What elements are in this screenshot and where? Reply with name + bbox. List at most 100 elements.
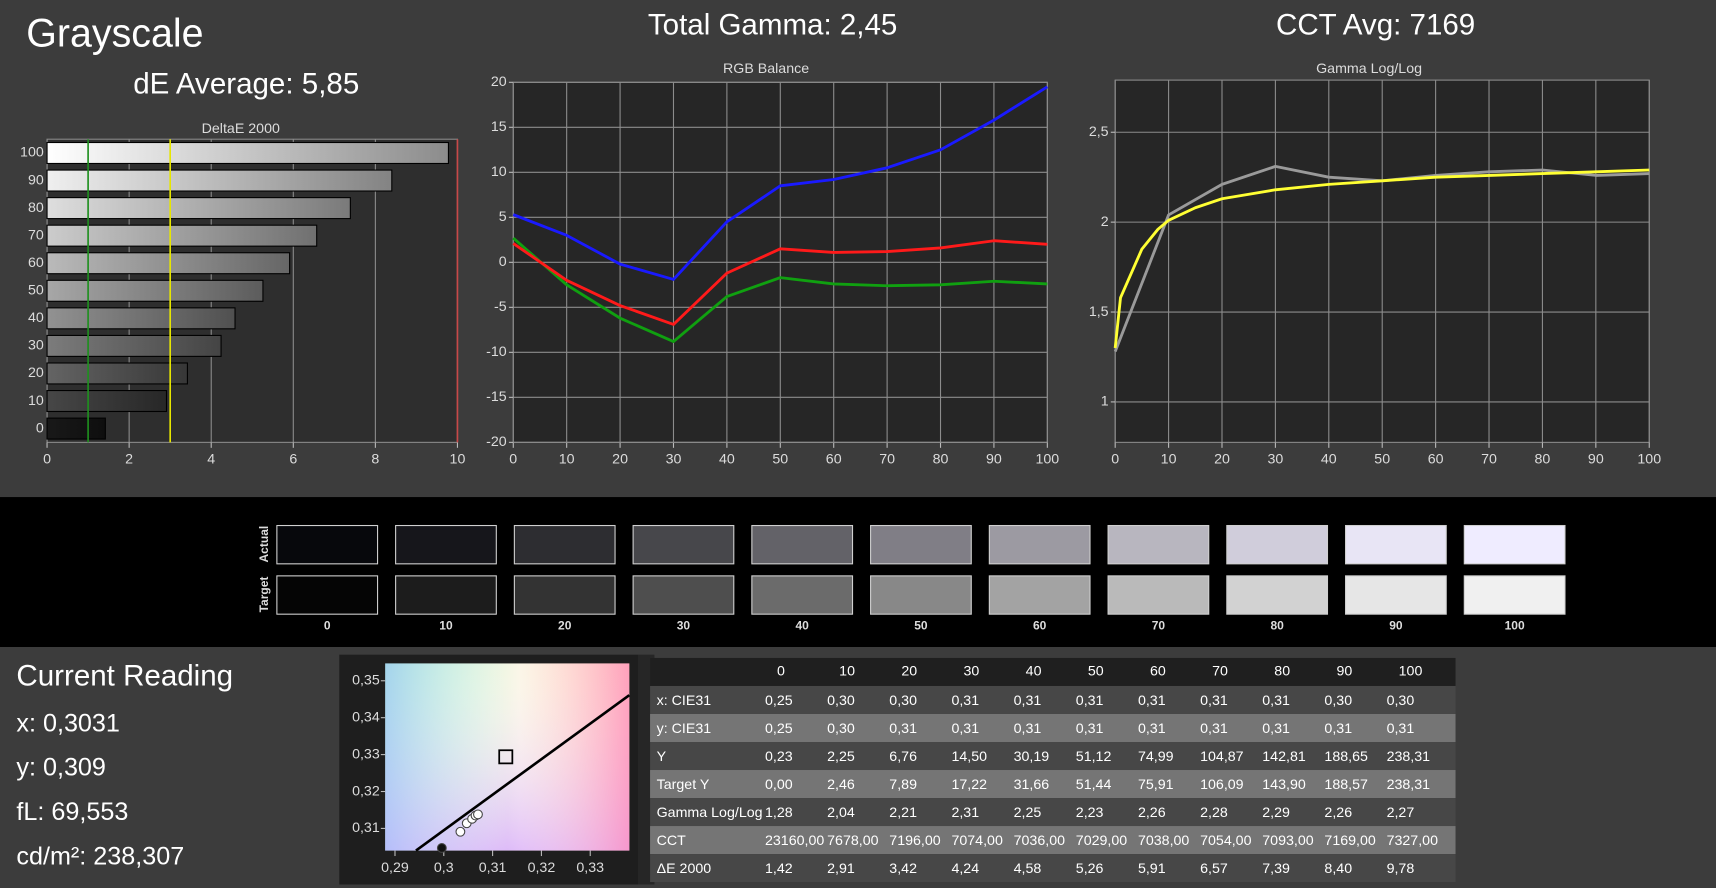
table-cell: 7,39 — [1262, 861, 1290, 877]
table-cell: 7093,00 — [1262, 833, 1313, 849]
actual-swatch — [276, 524, 379, 565]
bar — [46, 279, 264, 302]
x-tick-label: 60 — [826, 452, 842, 468]
x-tick-label: 8 — [371, 452, 379, 468]
swatch-band — [0, 497, 1716, 648]
table-cell: 30,19 — [1014, 749, 1050, 765]
table-cell: 9,78 — [1387, 861, 1415, 877]
target-swatch — [751, 575, 854, 615]
table-header-cell: 10 — [839, 664, 855, 680]
actual-swatch — [395, 524, 497, 565]
target-swatch — [395, 575, 497, 615]
bar — [46, 224, 318, 247]
table-cell: 0,31 — [1262, 693, 1290, 709]
table-cell: 142,81 — [1262, 749, 1306, 765]
table-cell: 74,99 — [1138, 749, 1174, 765]
table-cell: 2,04 — [827, 805, 855, 821]
table-cell: 17,22 — [951, 777, 987, 793]
y-tick-label: 0,34 — [352, 709, 380, 725]
table-row-label: x: CIE31 — [657, 693, 712, 709]
x-tick-label: 0 — [509, 452, 517, 468]
table-cell: 3,42 — [889, 861, 917, 877]
table-cell: 6,57 — [1200, 861, 1228, 877]
table-cell: 188,57 — [1324, 777, 1368, 793]
table-cell: 0,31 — [1138, 693, 1166, 709]
swatch-row-label: Actual — [257, 526, 271, 563]
x-tick-label: 70 — [1481, 452, 1497, 468]
target-swatch — [632, 575, 735, 615]
reading-line: cd/m²: 238,307 — [16, 842, 184, 870]
y-tick-label: 40 — [28, 310, 44, 326]
y-tick-label: 1 — [1101, 394, 1109, 410]
table-cell: 0,31 — [951, 721, 979, 737]
actual-swatch — [513, 524, 616, 565]
table-cell: 7327,00 — [1387, 833, 1438, 849]
x-tick-label: 100 — [1035, 452, 1059, 468]
table-header-cell: 40 — [1026, 664, 1042, 680]
table-cell: 7074,00 — [951, 833, 1002, 849]
y-tick-label: 20 — [28, 365, 44, 381]
x-tick-label: 90 — [986, 452, 1002, 468]
table-cell: 31,66 — [1014, 777, 1050, 793]
x-tick-label: 10 — [450, 452, 466, 468]
table-cell: 0,30 — [1324, 693, 1352, 709]
swatch-label: 60 — [1033, 618, 1047, 632]
x-tick-label: 80 — [1535, 452, 1551, 468]
y-tick-label: 1,5 — [1089, 304, 1109, 320]
bar — [46, 307, 236, 330]
bar — [46, 390, 168, 413]
table-cell: 238,31 — [1387, 777, 1431, 793]
table-row-bg — [650, 742, 1456, 771]
table-cell: 2,26 — [1138, 805, 1166, 821]
x-tick-label: 50 — [1374, 452, 1390, 468]
table-cell: 5,26 — [1076, 861, 1104, 877]
x-tick-label: 100 — [1637, 452, 1661, 468]
table-cell: 2,23 — [1076, 805, 1104, 821]
x-tick-label: 0,3 — [434, 860, 454, 876]
table-cell: 7038,00 — [1138, 833, 1189, 849]
table-cell: 0,25 — [765, 721, 793, 737]
y-tick-label: 0 — [499, 254, 507, 270]
target-swatch — [276, 575, 379, 615]
swatch-label: 0 — [324, 618, 331, 632]
table-header-cell: 90 — [1336, 664, 1352, 680]
swatch-label: 70 — [1152, 618, 1166, 632]
x-tick-label: 20 — [1214, 452, 1230, 468]
table-cell: 0,31 — [1324, 721, 1352, 737]
swatch-label: 40 — [795, 618, 809, 632]
table-cell: 0,31 — [951, 693, 979, 709]
reading-line: x: 0,3031 — [16, 709, 120, 737]
x-tick-label: 30 — [666, 452, 682, 468]
y-tick-label: -10 — [486, 344, 507, 360]
table-cell: 2,25 — [1014, 805, 1042, 821]
table-cell: 5,91 — [1138, 861, 1166, 877]
y-tick-label: 0,35 — [352, 673, 380, 689]
x-tick-label: 10 — [1161, 452, 1177, 468]
table-cell: 0,31 — [1138, 721, 1166, 737]
table-cell: 188,65 — [1324, 749, 1368, 765]
table-cell: 2,21 — [889, 805, 917, 821]
table-cell: 7054,00 — [1200, 833, 1251, 849]
swatch-label: 80 — [1270, 618, 1284, 632]
chart-title: RGB Balance — [723, 61, 809, 77]
swatch-label: 90 — [1389, 618, 1403, 632]
bar — [46, 417, 106, 440]
cct-average: CCT Avg: 7169 — [1276, 8, 1475, 41]
x-tick-label: 40 — [1321, 452, 1337, 468]
measured-point — [473, 809, 483, 820]
y-tick-label: 0,32 — [352, 783, 380, 799]
table-row-bg — [650, 798, 1456, 827]
measured-point — [436, 843, 447, 853]
table-cell: 2,31 — [951, 805, 979, 821]
measured-point — [455, 826, 466, 837]
actual-swatch — [1463, 524, 1566, 565]
x-tick-label: 80 — [933, 452, 949, 468]
series-line — [512, 239, 1048, 326]
y-tick-label: 0,31 — [352, 820, 380, 836]
y-tick-label: 0,33 — [352, 746, 380, 762]
target-swatch — [870, 575, 972, 615]
table-cell: 0,00 — [765, 777, 793, 793]
table-cell: 0,31 — [1200, 721, 1228, 737]
table-cell: 4,58 — [1014, 861, 1042, 877]
table-row-bg — [650, 713, 1456, 743]
